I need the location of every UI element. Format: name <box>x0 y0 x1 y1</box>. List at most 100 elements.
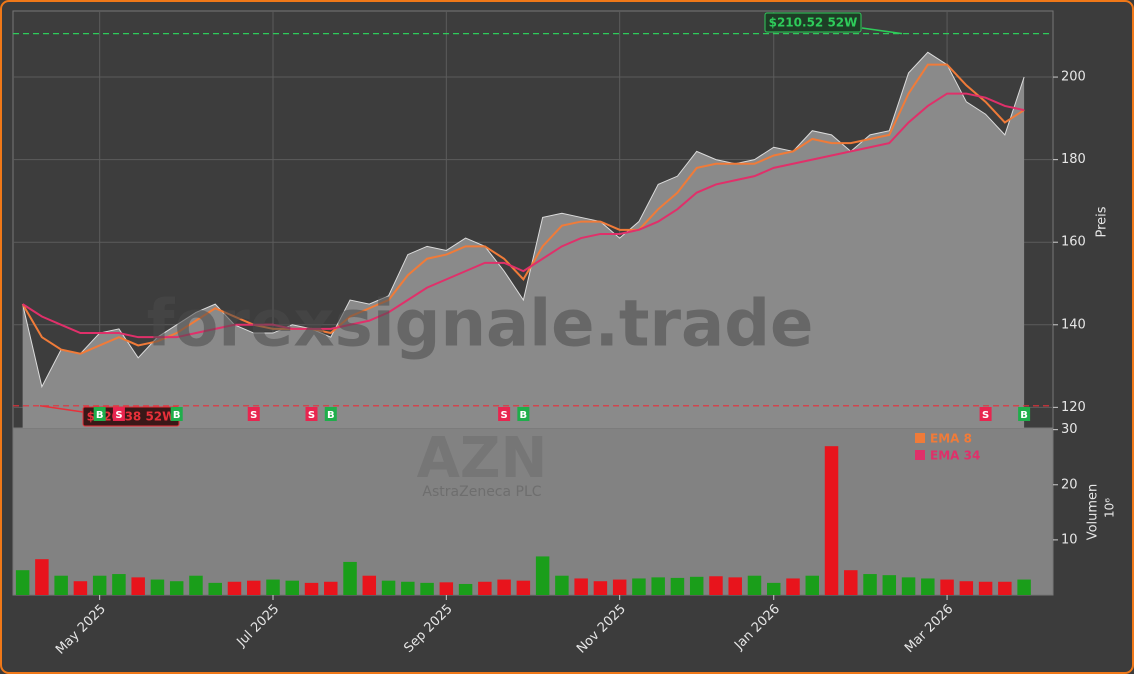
volume-bar <box>863 574 877 595</box>
volume-bar <box>978 581 993 595</box>
volume-bar <box>401 581 415 595</box>
volume-bar <box>15 570 30 595</box>
volume-y-tick-label: 20 <box>1061 477 1078 492</box>
y-tick-label: 200 <box>1061 70 1086 85</box>
volume-bar <box>728 577 742 595</box>
volume-bar <box>921 578 935 595</box>
y-axis-label: Preis <box>1095 206 1110 237</box>
signal-box <box>247 407 260 421</box>
volume-bar <box>786 578 800 595</box>
volume-bar <box>535 556 550 595</box>
ema-line <box>22 92 1025 339</box>
volume-bar <box>478 581 492 595</box>
high-label: $210.52 52W <box>769 16 858 30</box>
volume-bar <box>689 576 704 595</box>
price-area <box>22 52 1025 428</box>
volume-bar <box>959 581 974 595</box>
signal-label: B <box>1020 410 1028 421</box>
volume-bar <box>420 582 434 595</box>
volume-bar <box>901 577 916 595</box>
volume-bar <box>767 582 781 595</box>
volume-bar <box>670 577 685 595</box>
volume-bar <box>516 580 531 595</box>
high-label-box <box>764 12 862 33</box>
volume-bar <box>844 570 858 595</box>
low-arrow <box>39 405 84 413</box>
legend-label: EMA 34 <box>930 449 980 463</box>
price-line <box>22 51 1025 389</box>
volume-bar <box>458 583 473 595</box>
signal-label: B <box>520 410 528 421</box>
signal-box <box>170 407 183 421</box>
volume-bar <box>247 580 261 595</box>
volume-bar <box>824 446 839 595</box>
volume-axis-label: Volumen <box>1086 484 1101 541</box>
company-watermark: AstraZeneca PLC <box>422 484 541 500</box>
signal-label: B <box>96 410 104 421</box>
volume-bar <box>882 575 897 595</box>
signal-box <box>1018 407 1031 421</box>
volume-bar <box>612 579 627 595</box>
signal-label: B <box>173 410 181 421</box>
volume-bar <box>709 576 723 595</box>
volume-bar <box>362 575 377 595</box>
y-tick-label: 180 <box>1061 152 1086 167</box>
volume-bar <box>940 579 954 595</box>
signal-label: S <box>982 410 989 421</box>
volume-unit: 10⁶ <box>1103 498 1117 518</box>
volume-bar <box>169 581 184 595</box>
high-arrow <box>861 27 903 35</box>
volume-bar <box>805 575 819 595</box>
volume-bar <box>73 581 88 595</box>
volume-bar <box>998 581 1012 595</box>
volume-bar <box>112 574 126 595</box>
volume-bar <box>1017 579 1031 595</box>
volume-bar <box>304 582 319 595</box>
y-tick-label: 140 <box>1061 317 1086 332</box>
volume-bar <box>54 575 68 595</box>
signal-box <box>979 407 992 421</box>
volume-bar <box>266 579 280 595</box>
legend-swatch <box>915 433 925 443</box>
signal-box <box>498 407 511 421</box>
volume-bar <box>324 581 338 595</box>
signal-box <box>517 407 530 421</box>
volume-y-tick-label: 10 <box>1061 532 1078 547</box>
volume-bar <box>593 581 608 595</box>
signal-box <box>93 407 106 421</box>
volume-bar <box>35 559 49 595</box>
y-tick-label: 120 <box>1061 400 1086 415</box>
volume-y-tick-label: 30 <box>1061 422 1078 437</box>
volume-bar <box>227 581 242 595</box>
volume-bar <box>381 580 396 595</box>
watermark: forexsignale.trade <box>147 288 814 362</box>
volume-bar <box>189 575 203 595</box>
signal-label: S <box>115 410 122 421</box>
ticker-watermark: AZN <box>417 426 548 491</box>
signal-box <box>112 407 125 421</box>
volume-bar <box>574 578 588 595</box>
volume-bar <box>150 579 165 595</box>
volume-bar <box>497 579 511 595</box>
volume-bar <box>285 580 299 595</box>
volume-bar <box>343 561 357 595</box>
signal-label: B <box>327 410 335 421</box>
signal-box <box>324 407 337 421</box>
legend-label: EMA 8 <box>930 432 972 446</box>
signal-box <box>305 407 318 421</box>
volume-bar <box>555 575 569 595</box>
signal-label: S <box>250 410 257 421</box>
volume-bar <box>747 575 762 595</box>
volume-bar <box>651 577 665 595</box>
volume-bar <box>632 578 646 595</box>
legend-swatch <box>915 450 925 460</box>
volume-bar <box>92 575 107 595</box>
signal-label: S <box>501 410 508 421</box>
volume-bar <box>208 582 222 595</box>
volume-bar <box>439 582 454 595</box>
y-tick-label: 160 <box>1061 235 1086 250</box>
volume-bar <box>131 577 145 595</box>
low-label: $120.38 52W <box>87 410 176 424</box>
signal-label: S <box>308 410 315 421</box>
